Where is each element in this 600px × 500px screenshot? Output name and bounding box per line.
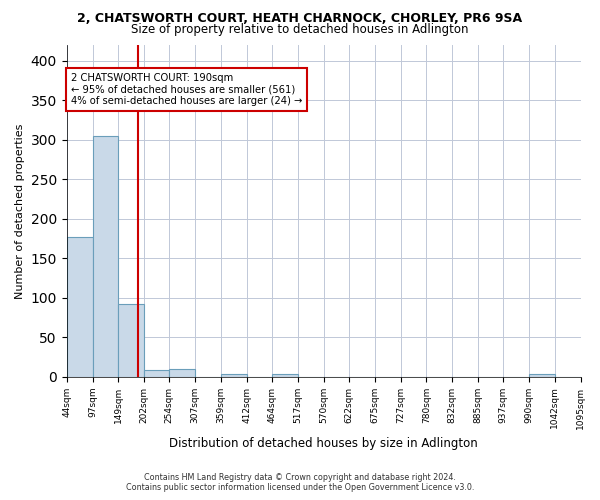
Text: 2, CHATSWORTH COURT, HEATH CHARNOCK, CHORLEY, PR6 9SA: 2, CHATSWORTH COURT, HEATH CHARNOCK, CHO… — [77, 12, 523, 26]
Bar — [221, 374, 247, 377]
Bar — [169, 369, 195, 377]
Text: 2 CHATSWORTH COURT: 190sqm
← 95% of detached houses are smaller (561)
4% of semi: 2 CHATSWORTH COURT: 190sqm ← 95% of deta… — [71, 72, 302, 106]
Bar — [272, 374, 298, 377]
Bar — [144, 370, 169, 377]
Text: Size of property relative to detached houses in Adlington: Size of property relative to detached ho… — [131, 22, 469, 36]
Bar — [118, 304, 144, 377]
Text: Contains HM Land Registry data © Crown copyright and database right 2024.
Contai: Contains HM Land Registry data © Crown c… — [126, 473, 474, 492]
X-axis label: Distribution of detached houses by size in Adlington: Distribution of detached houses by size … — [169, 437, 478, 450]
Bar — [529, 374, 554, 377]
Y-axis label: Number of detached properties: Number of detached properties — [15, 123, 25, 298]
Bar — [67, 237, 92, 377]
Bar — [92, 136, 118, 377]
